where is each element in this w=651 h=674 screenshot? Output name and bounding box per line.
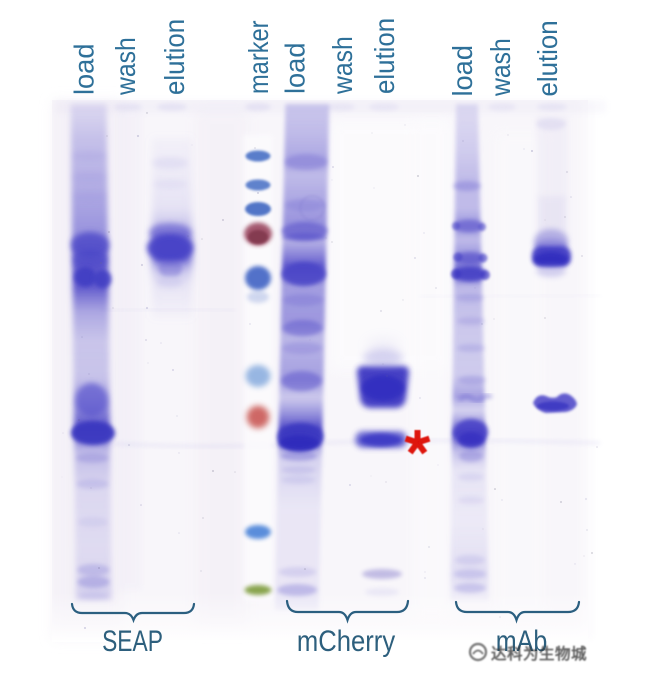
svg-text:load: load [68, 44, 99, 95]
svg-text:elution: elution [369, 18, 400, 94]
svg-text:wash: wash [110, 37, 142, 96]
svg-text:elution: elution [532, 20, 563, 96]
svg-text:SEAP: SEAP [102, 624, 163, 658]
svg-text:mAb: mAb [496, 624, 548, 658]
svg-text:marker: marker [244, 20, 274, 94]
svg-text:mCherry: mCherry [297, 624, 395, 657]
svg-text:wash: wash [485, 38, 517, 97]
svg-text:elution: elution [159, 19, 190, 95]
svg-text:达科为生物城: 达科为生物城 [491, 644, 587, 663]
svg-text:wash: wash [327, 36, 359, 95]
svg-text:load: load [279, 43, 310, 94]
svg-text:load: load [447, 45, 478, 96]
